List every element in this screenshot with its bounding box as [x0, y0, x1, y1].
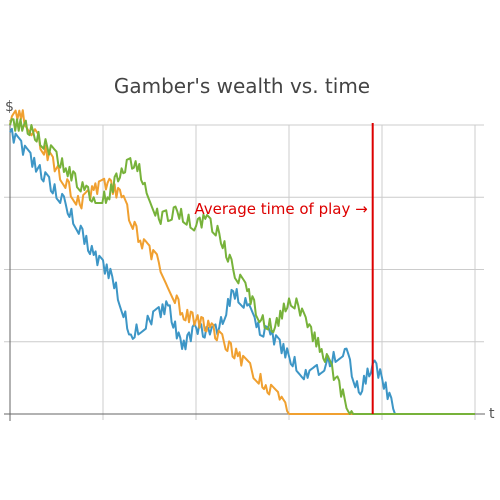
- y-axis-label: $: [5, 99, 14, 115]
- average-time-annotation: Average time of play →: [194, 200, 367, 218]
- series-line-orange: [9, 109, 475, 415]
- series-line-green: [9, 118, 475, 415]
- series-line-blue: [9, 127, 475, 415]
- grid-lines: [4, 124, 484, 420]
- axes: [4, 120, 485, 421]
- x-axis-label: t: [489, 406, 495, 422]
- chart-title: Gamber's wealth vs. time: [114, 74, 370, 98]
- series-layer: [9, 109, 475, 415]
